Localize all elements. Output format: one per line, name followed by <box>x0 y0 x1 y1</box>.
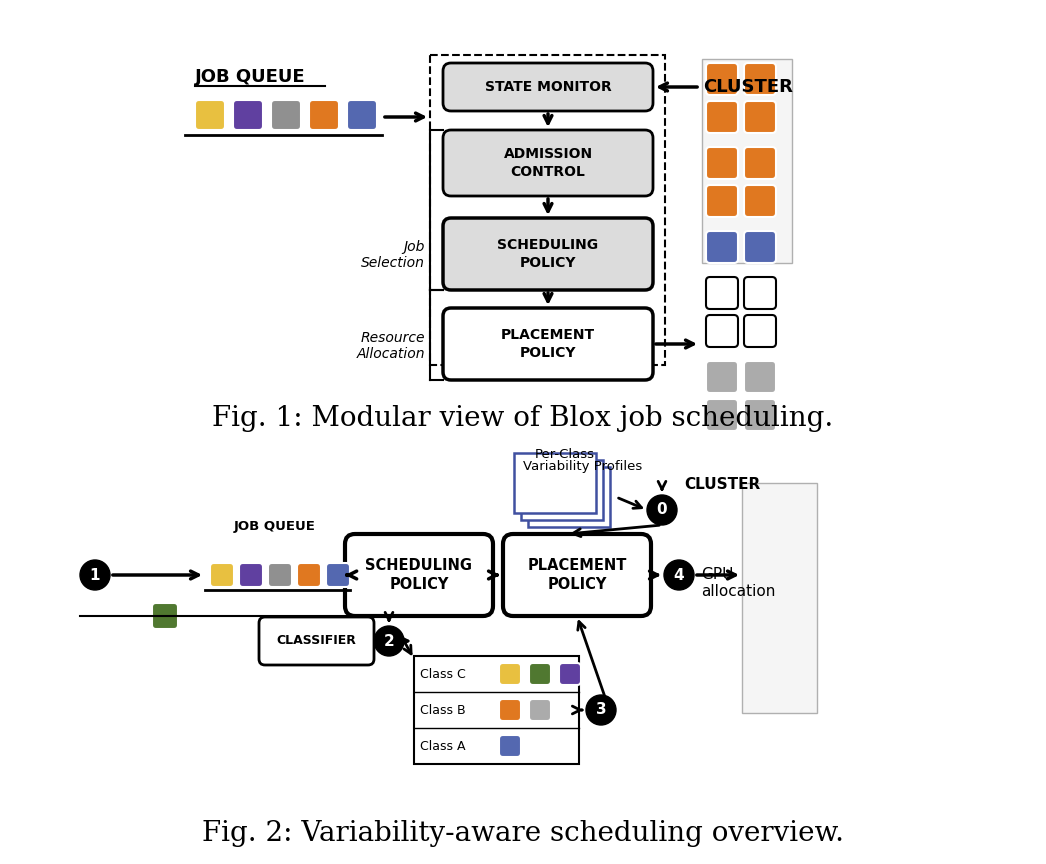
Text: Resource
Allocation: Resource Allocation <box>357 331 425 361</box>
FancyBboxPatch shape <box>271 100 301 130</box>
FancyBboxPatch shape <box>345 534 493 616</box>
Text: PLACEMENT
POLICY: PLACEMENT POLICY <box>501 328 595 359</box>
FancyBboxPatch shape <box>744 231 776 263</box>
FancyBboxPatch shape <box>521 460 602 520</box>
FancyBboxPatch shape <box>706 399 738 431</box>
Text: GPU
allocation: GPU allocation <box>701 567 775 600</box>
FancyBboxPatch shape <box>706 101 738 133</box>
Text: ADMISSION
CONTROL: ADMISSION CONTROL <box>503 148 593 179</box>
Bar <box>414 656 579 764</box>
Bar <box>742 483 817 713</box>
Circle shape <box>374 626 404 656</box>
FancyBboxPatch shape <box>499 699 521 721</box>
FancyBboxPatch shape <box>238 563 263 587</box>
Text: Fig. 2: Variability-aware scheduling overview.: Fig. 2: Variability-aware scheduling ove… <box>202 820 844 847</box>
FancyBboxPatch shape <box>744 399 776 431</box>
FancyBboxPatch shape <box>259 617 374 665</box>
FancyBboxPatch shape <box>706 63 738 95</box>
FancyBboxPatch shape <box>529 699 551 721</box>
Text: Class A: Class A <box>420 740 465 753</box>
FancyBboxPatch shape <box>444 130 653 196</box>
FancyBboxPatch shape <box>444 63 653 111</box>
Text: 0: 0 <box>657 503 667 518</box>
Text: SCHEDULING
POLICY: SCHEDULING POLICY <box>498 238 598 270</box>
Text: Per-Class: Per-Class <box>535 448 595 461</box>
Text: Class C: Class C <box>420 668 465 681</box>
FancyBboxPatch shape <box>268 563 292 587</box>
FancyBboxPatch shape <box>706 147 738 179</box>
FancyBboxPatch shape <box>444 308 653 380</box>
Circle shape <box>664 560 693 590</box>
Text: CLUSTER: CLUSTER <box>703 78 793 96</box>
Circle shape <box>647 495 677 525</box>
FancyBboxPatch shape <box>528 467 610 527</box>
Text: SCHEDULING
POLICY: SCHEDULING POLICY <box>365 558 473 592</box>
FancyBboxPatch shape <box>309 100 339 130</box>
Text: Job
Selection: Job Selection <box>361 240 425 270</box>
FancyBboxPatch shape <box>706 185 738 217</box>
Text: 4: 4 <box>674 568 684 582</box>
Text: Variability Profiles: Variability Profiles <box>523 460 642 473</box>
Text: CLUSTER: CLUSTER <box>684 477 760 492</box>
FancyBboxPatch shape <box>210 563 234 587</box>
FancyBboxPatch shape <box>195 100 225 130</box>
FancyBboxPatch shape <box>706 231 738 263</box>
FancyBboxPatch shape <box>499 735 521 757</box>
FancyBboxPatch shape <box>744 361 776 393</box>
Text: 3: 3 <box>595 702 607 717</box>
Bar <box>430 55 665 365</box>
FancyBboxPatch shape <box>744 315 776 347</box>
Circle shape <box>586 695 616 725</box>
Text: Class B: Class B <box>420 703 465 716</box>
Text: JOB QUEUE: JOB QUEUE <box>234 520 316 533</box>
FancyBboxPatch shape <box>297 563 321 587</box>
FancyBboxPatch shape <box>503 534 651 616</box>
Circle shape <box>79 560 110 590</box>
Text: Fig. 1: Modular view of Blox job scheduling.: Fig. 1: Modular view of Blox job schedul… <box>212 405 834 432</box>
FancyBboxPatch shape <box>347 100 377 130</box>
Text: 2: 2 <box>384 633 394 649</box>
Text: 1: 1 <box>90 568 100 582</box>
Text: STATE MONITOR: STATE MONITOR <box>484 80 611 94</box>
FancyBboxPatch shape <box>744 277 776 309</box>
Text: JOB QUEUE: JOB QUEUE <box>195 68 305 86</box>
FancyBboxPatch shape <box>326 563 350 587</box>
FancyBboxPatch shape <box>514 453 596 513</box>
FancyBboxPatch shape <box>706 315 738 347</box>
FancyBboxPatch shape <box>744 63 776 95</box>
FancyBboxPatch shape <box>233 100 263 130</box>
Text: CLASSIFIER: CLASSIFIER <box>276 634 356 647</box>
FancyBboxPatch shape <box>499 663 521 685</box>
FancyBboxPatch shape <box>744 147 776 179</box>
FancyBboxPatch shape <box>706 277 738 309</box>
FancyBboxPatch shape <box>444 218 653 290</box>
FancyBboxPatch shape <box>744 185 776 217</box>
Bar <box>702 59 792 263</box>
Text: PLACEMENT
POLICY: PLACEMENT POLICY <box>527 558 627 592</box>
FancyBboxPatch shape <box>559 663 581 685</box>
FancyBboxPatch shape <box>744 101 776 133</box>
FancyBboxPatch shape <box>706 361 738 393</box>
FancyBboxPatch shape <box>529 663 551 685</box>
FancyBboxPatch shape <box>152 603 178 629</box>
